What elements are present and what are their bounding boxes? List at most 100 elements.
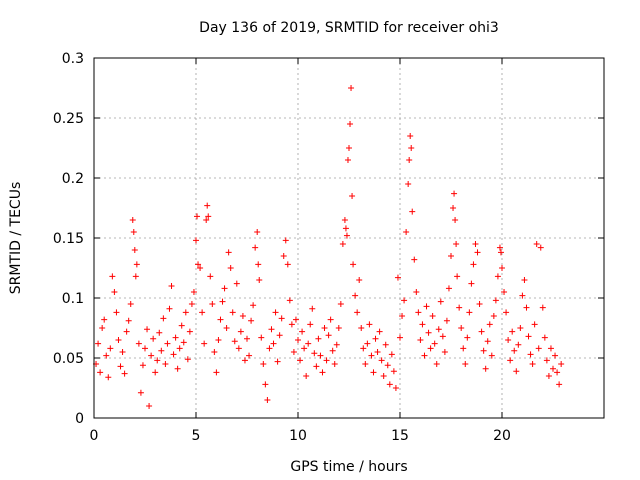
data-point	[233, 280, 240, 287]
data-point	[362, 361, 369, 367]
data-point	[433, 361, 440, 367]
data-point	[413, 289, 420, 295]
data-point	[278, 315, 285, 322]
data-point	[454, 273, 461, 280]
data-point	[458, 325, 465, 331]
data-point	[231, 338, 238, 345]
data-point	[115, 337, 122, 343]
data-point	[207, 273, 214, 280]
data-point	[217, 316, 224, 323]
data-point	[150, 335, 157, 342]
y-tick-label: 0	[75, 411, 84, 427]
data-point	[168, 283, 175, 289]
data-point	[513, 368, 520, 375]
data-point	[107, 345, 114, 352]
data-point	[258, 334, 265, 341]
data-point	[176, 345, 183, 352]
data-point	[397, 334, 403, 341]
data-point	[229, 309, 236, 316]
data-point	[227, 265, 234, 271]
data-point	[460, 345, 467, 352]
data-point	[529, 361, 536, 367]
data-point	[197, 265, 204, 271]
data-point	[525, 333, 532, 340]
data-point	[415, 309, 422, 316]
data-point	[270, 340, 277, 347]
data-point	[380, 373, 387, 379]
data-point	[543, 357, 550, 364]
data-point	[497, 249, 504, 256]
data-point	[331, 361, 338, 367]
data-point	[348, 85, 355, 91]
data-point	[272, 309, 279, 316]
data-point	[378, 357, 385, 364]
data-point	[325, 332, 332, 339]
data-point	[154, 357, 161, 364]
data-point	[237, 328, 244, 335]
data-point	[347, 121, 354, 127]
data-point	[125, 317, 132, 324]
data-point	[425, 329, 432, 336]
data-point	[335, 325, 342, 331]
data-point	[494, 273, 501, 280]
data-point	[511, 347, 518, 354]
data-point	[480, 347, 487, 354]
data-point	[372, 335, 379, 342]
data-point	[244, 335, 250, 342]
data-point	[329, 347, 336, 354]
data-point	[390, 368, 397, 375]
data-point	[474, 249, 481, 256]
data-point	[215, 337, 222, 343]
data-point	[419, 321, 426, 328]
data-point	[535, 345, 542, 352]
data-point	[174, 365, 181, 372]
chart-title: Day 136 of 2019, SRMTID for receiver ohi…	[199, 20, 499, 36]
data-point	[266, 345, 273, 352]
data-point	[184, 356, 191, 363]
y-tick-label: 0.3	[62, 51, 84, 67]
data-point	[295, 337, 301, 343]
data-point	[132, 273, 139, 280]
data-point	[282, 237, 289, 244]
data-point	[119, 349, 126, 355]
data-point	[103, 352, 110, 359]
data-point	[148, 352, 155, 359]
x-tick-label: 20	[493, 428, 511, 444]
data-point	[466, 309, 473, 316]
data-point	[180, 339, 187, 346]
data-point	[368, 352, 375, 359]
data-point	[188, 301, 195, 307]
data-point	[105, 374, 112, 381]
data-point	[146, 403, 153, 409]
data-point	[427, 345, 434, 352]
data-point	[144, 326, 151, 333]
data-point	[501, 289, 508, 295]
data-point	[182, 309, 189, 316]
data-point	[268, 326, 275, 333]
data-point	[139, 362, 146, 369]
data-point	[468, 280, 475, 287]
data-point	[450, 205, 457, 211]
data-point	[313, 363, 320, 370]
data-point	[354, 309, 361, 316]
data-point	[276, 332, 283, 339]
data-point	[101, 316, 108, 323]
data-point	[384, 362, 391, 369]
data-point	[547, 345, 554, 352]
data-point	[478, 328, 485, 335]
data-point	[346, 145, 352, 151]
y-tick-label: 0.25	[53, 111, 84, 127]
data-point	[186, 328, 193, 335]
data-point	[550, 365, 556, 372]
data-point	[113, 309, 120, 316]
data-point	[531, 321, 538, 328]
data-point	[201, 340, 208, 347]
data-point	[509, 328, 516, 335]
data-point	[199, 309, 206, 316]
data-point	[166, 305, 173, 312]
data-point	[130, 229, 137, 235]
data-point	[152, 369, 159, 376]
data-point	[95, 340, 102, 347]
data-point	[364, 340, 371, 347]
data-point	[407, 133, 414, 139]
